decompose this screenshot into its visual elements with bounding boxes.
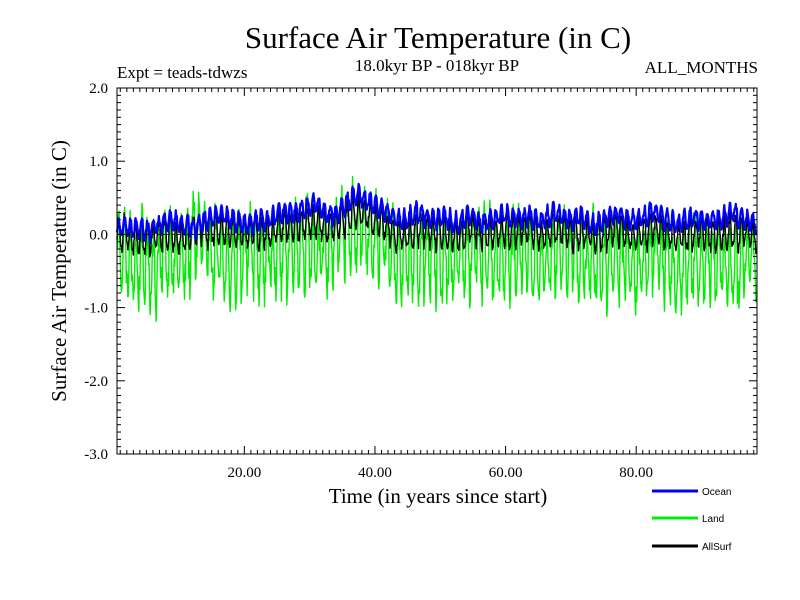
x-tick-labels: 20.00 40.00 60.00 80.00 — [227, 465, 653, 481]
y-tick-label: -3.0 — [84, 447, 108, 463]
chart-title: Surface Air Temperature (in C) — [245, 20, 631, 55]
x-axis-label: Time (in years since start) — [329, 484, 548, 508]
x-tick-label: 40.00 — [358, 465, 392, 481]
legend-label-allsurf: AllSurf — [702, 542, 732, 553]
experiment-label: Expt = teads-tdwzs — [117, 63, 247, 82]
y-tick-label: 0.0 — [89, 227, 108, 243]
series-line-ocean — [115, 182, 758, 245]
legend-label-ocean: Ocean — [702, 487, 731, 498]
months-label: ALL_MONTHS — [645, 58, 758, 77]
series-layer — [115, 175, 758, 322]
plot-frame — [116, 87, 758, 455]
legend-label-land: Land — [702, 514, 724, 525]
y-axis-label: Surface Air Temperature (in C) — [47, 140, 71, 402]
y-tick-label: -2.0 — [84, 374, 108, 390]
y-tick-label: -1.0 — [84, 301, 108, 317]
plot-series-group — [115, 175, 758, 322]
y-tick-label: 1.0 — [89, 154, 108, 170]
y-tick-label: 2.0 — [89, 81, 108, 97]
x-tick-label: 60.00 — [489, 465, 523, 481]
y-tick-labels: 2.0 1.0 0.0 -1.0 -2.0 -3.0 — [84, 81, 108, 463]
axis-ticks — [117, 87, 757, 455]
legend: Ocean Land AllSurf — [652, 487, 732, 553]
x-tick-label: 80.00 — [619, 465, 653, 481]
period-label: 18.0kyr BP - 018kyr BP — [355, 56, 519, 75]
x-tick-label: 20.00 — [227, 465, 261, 481]
